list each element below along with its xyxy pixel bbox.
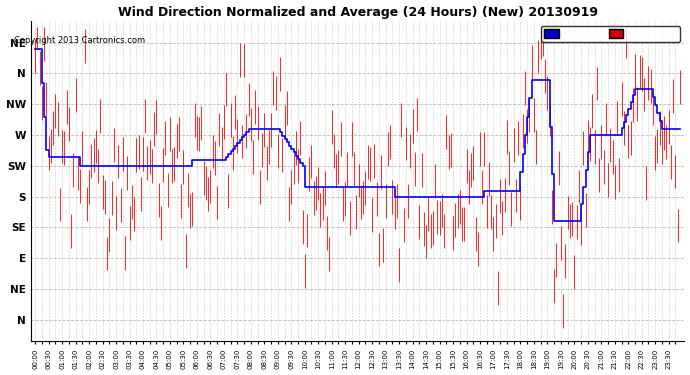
Legend: Average, Direction: Average, Direction [541, 26, 680, 42]
Text: Copyright 2013 Cartronics.com: Copyright 2013 Cartronics.com [14, 36, 145, 45]
Title: Wind Direction Normalized and Average (24 Hours) (New) 20130919: Wind Direction Normalized and Average (2… [117, 6, 598, 18]
